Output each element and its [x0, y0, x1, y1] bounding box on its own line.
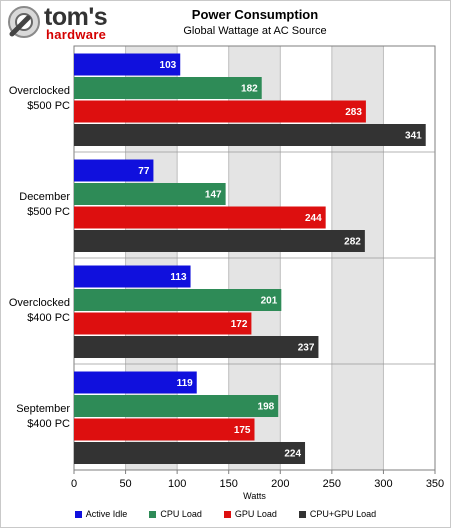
chart-title: Power Consumption [191, 7, 319, 22]
chart-legend: Active Idle CPU Load GPU Load CPU+GPU Load [0, 509, 451, 519]
bar [74, 371, 197, 394]
x-tick-label: 250 [323, 478, 341, 490]
x-axis-label: Watts [243, 491, 266, 501]
chart-subtitle: Global Wattage at AC Source [183, 25, 327, 37]
bar-value-label: 198 [258, 402, 275, 413]
bar-value-label: 119 [177, 378, 194, 389]
bar [74, 100, 366, 123]
bar-value-label: 113 [170, 272, 187, 283]
legend-swatch [149, 510, 157, 518]
wrench-logo-icon [8, 6, 40, 38]
x-tick-label: 150 [220, 478, 238, 490]
bar-value-label: 175 [234, 425, 251, 436]
bar [74, 265, 191, 288]
bar [74, 395, 279, 417]
legend-swatch [74, 510, 82, 518]
legend-label: CPU+GPU Load [309, 509, 377, 519]
x-tick-label: 300 [374, 478, 392, 490]
legend-item: GPU Load [223, 509, 277, 519]
bar-value-label: 172 [231, 319, 248, 330]
legend-label: CPU Load [160, 509, 202, 519]
bar [74, 230, 365, 252]
bar [74, 159, 154, 182]
category-label: $500 PC [27, 206, 70, 218]
bar [74, 206, 326, 229]
bar-value-label: 224 [284, 449, 301, 460]
logo-subtitle: hardware [46, 27, 107, 42]
bar-value-label: 182 [241, 84, 258, 95]
bar-value-label: 147 [205, 190, 222, 201]
legend-swatch [298, 510, 306, 518]
logo-wordmark: tom's [44, 3, 108, 31]
category-label: $400 PC [27, 418, 70, 430]
bar-value-label: 201 [261, 296, 278, 307]
x-tick-label: 50 [119, 478, 131, 490]
category-label: December [19, 191, 70, 203]
bar [74, 183, 226, 205]
bar-value-label: 341 [405, 131, 422, 142]
category-label: September [16, 403, 70, 415]
category-label: Overclocked [9, 297, 70, 309]
x-tick-label: 100 [168, 478, 186, 490]
bar-value-label: 282 [344, 237, 361, 248]
bar [74, 124, 426, 146]
category-label: Overclocked [9, 85, 70, 97]
bar [74, 53, 181, 76]
legend-item: Active Idle [74, 509, 128, 519]
bar-value-label: 244 [305, 213, 322, 224]
bar [74, 312, 252, 335]
legend-label: GPU Load [234, 509, 277, 519]
x-tick-label: 350 [426, 478, 444, 490]
toms-hardware-logo: tom's hardware [6, 3, 146, 44]
legend-label: Active Idle [85, 509, 128, 519]
bar [74, 336, 319, 358]
x-tick-label: 0 [71, 478, 77, 490]
bar-value-label: 283 [345, 107, 362, 118]
category-label: $500 PC [27, 100, 70, 112]
bar-value-label: 237 [298, 343, 315, 354]
legend-swatch [223, 510, 231, 518]
bar-value-label: 77 [138, 166, 150, 177]
bar [74, 77, 262, 99]
category-label: $400 PC [27, 312, 70, 324]
legend-item: CPU+GPU Load [298, 509, 377, 519]
x-tick-label: 200 [271, 478, 289, 490]
legend-item: CPU Load [149, 509, 202, 519]
bar [74, 289, 282, 311]
bar [74, 418, 255, 441]
bar [74, 442, 306, 464]
bar-value-label: 103 [160, 60, 177, 71]
